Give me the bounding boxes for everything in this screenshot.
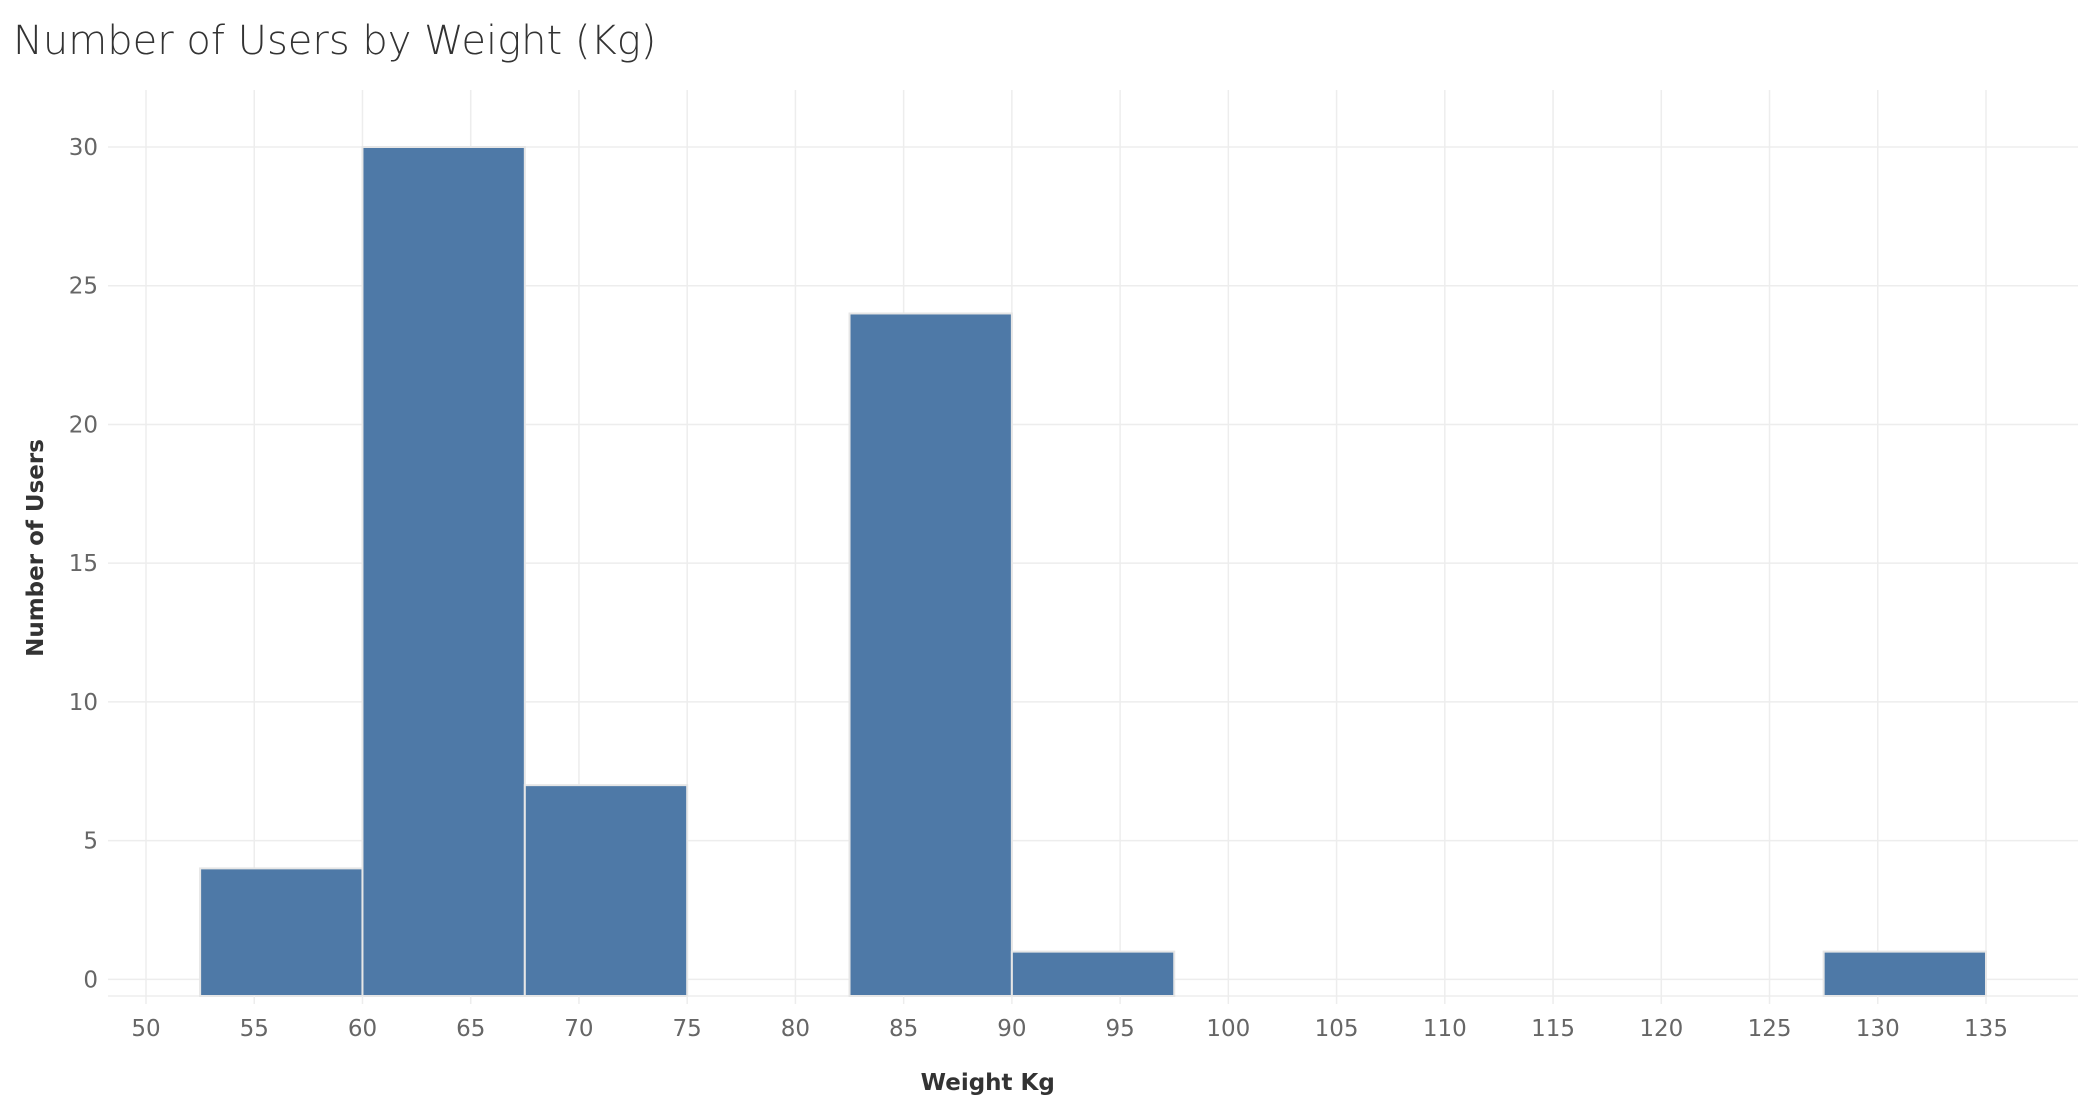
x-tick-label: 115 [1531, 1016, 1575, 1042]
x-tick-label: 70 [564, 1016, 593, 1042]
x-tick-label: 90 [997, 1016, 1026, 1042]
x-tick-label: 95 [1105, 1016, 1134, 1042]
x-tick-label: 80 [781, 1016, 810, 1042]
histogram-bar [523, 784, 689, 998]
x-tick-label: 65 [456, 1016, 485, 1042]
x-tick-label: 60 [348, 1016, 377, 1042]
y-tick-label: 10 [69, 690, 98, 716]
y-tick-label: 25 [69, 274, 98, 300]
y-axis-ticks: 0 5 10 15 20 25 30 [69, 135, 98, 993]
y-tick-label: 15 [69, 551, 98, 577]
x-tick-label: 55 [240, 1016, 269, 1042]
y-tick-label: 5 [83, 829, 98, 855]
histogram-bar [848, 312, 1013, 997]
x-tick-label: 110 [1423, 1016, 1467, 1042]
y-tick-label: 30 [69, 135, 98, 161]
histogram-bar [1822, 950, 1988, 998]
chart-title: Number of Users by Weight (Kg) [13, 18, 657, 64]
x-tick-label: 130 [1856, 1016, 1900, 1042]
y-tick-label: 20 [69, 412, 98, 438]
y-axis-title: Number of Users [23, 439, 49, 657]
x-tick-label: 85 [889, 1016, 918, 1042]
x-tick-label: 100 [1206, 1016, 1250, 1042]
y-tick-label: 0 [83, 967, 98, 993]
x-tick-label: 105 [1315, 1016, 1359, 1042]
histogram-bars [199, 146, 1988, 998]
x-tick-label: 75 [673, 1016, 702, 1042]
x-tick-label: 50 [131, 1016, 160, 1042]
x-tick-label: 125 [1748, 1016, 1792, 1042]
histogram-bar [361, 146, 526, 997]
x-tick-label: 120 [1639, 1016, 1683, 1042]
histogram-bar [1010, 950, 1176, 998]
histogram-bar [199, 867, 364, 998]
x-axis-title: Weight Kg [921, 1070, 1055, 1096]
x-tick-label: 135 [1964, 1016, 2008, 1042]
x-axis-ticks: 50 55 60 65 70 75 80 85 90 95 100 105 110 115 120 125 13… [131, 996, 2008, 1042]
